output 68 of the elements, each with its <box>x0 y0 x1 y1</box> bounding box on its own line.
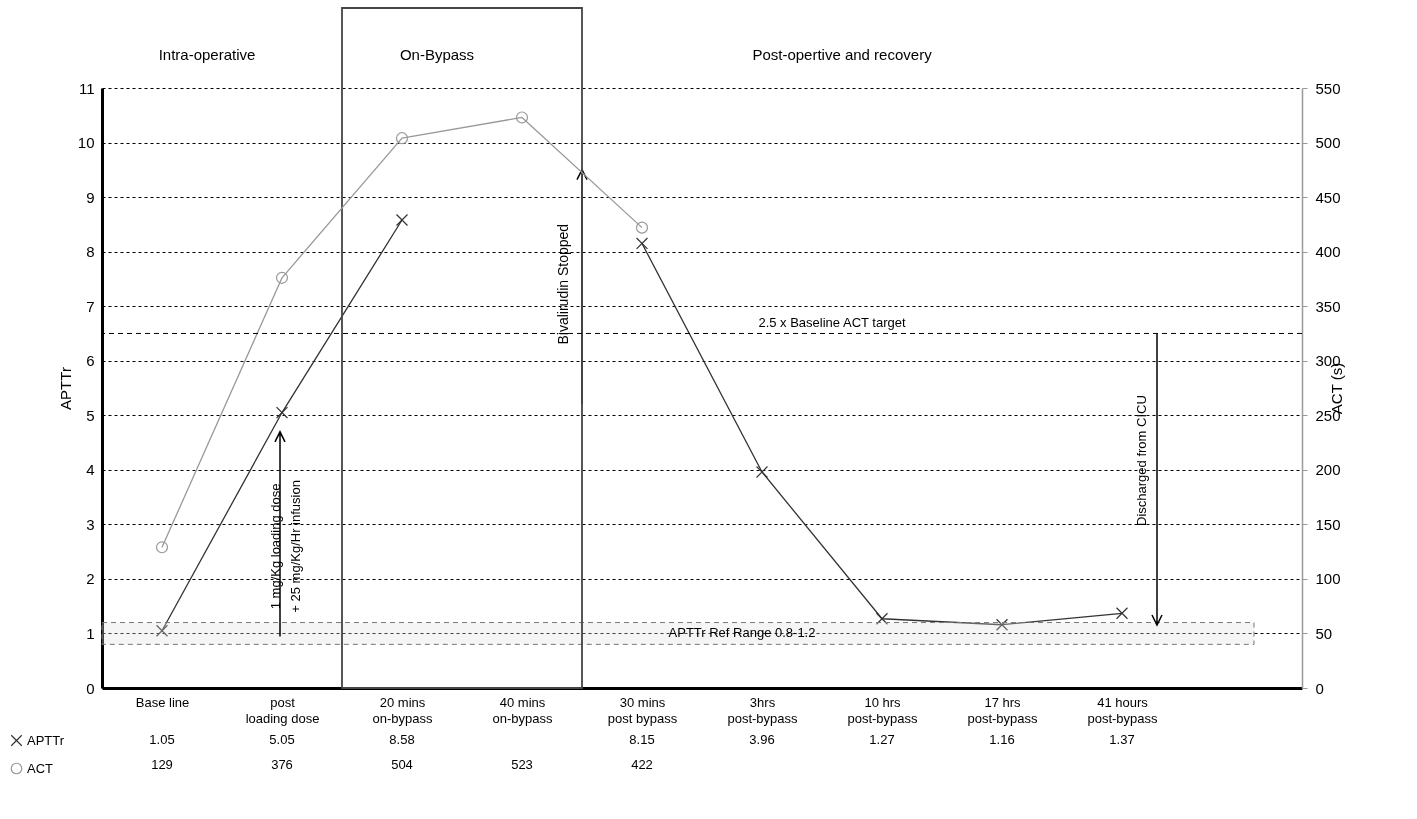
data-label: 422 <box>631 756 653 772</box>
y-tick-label: 5 <box>86 406 95 424</box>
point <box>1115 607 1129 620</box>
y-tick-label: 10 <box>77 134 95 152</box>
x-tick-label: post loading dose <box>245 694 320 726</box>
annotation: 1 mg/Kg loading dose + 25 mg/Kg/Hr infusion <box>268 480 303 613</box>
y2-tick-label: 350 <box>1315 297 1341 315</box>
ref-line-label: 2.5 x Baseline ACT target <box>758 315 906 331</box>
legend-label: APTTr <box>27 732 65 748</box>
x-tick-label: 40 mins on-bypass <box>492 694 553 726</box>
point <box>635 237 649 250</box>
data-label: 523 <box>511 756 533 772</box>
annotation: Bivalirudin Stopped <box>555 223 571 345</box>
y-tick-label: 1 <box>86 624 95 642</box>
text: Intra-operative <box>158 46 256 63</box>
point <box>875 612 889 625</box>
data-label: 8.58 <box>389 731 415 747</box>
y2-tick-label: 500 <box>1315 134 1341 152</box>
point <box>275 406 289 419</box>
y-tick-label: 7 <box>86 297 95 315</box>
x-tick-label: Base line <box>135 694 190 710</box>
x-tick-label: 30 mins post bypass <box>607 694 678 726</box>
x-tick-label: 17 hrs post-bypass <box>967 694 1039 726</box>
y-tick-label: 4 <box>86 461 95 479</box>
y2-tick-label: 50 <box>1315 624 1333 642</box>
x-tick-label: 20 mins on-bypass <box>372 694 433 726</box>
y2-tick-label: 450 <box>1315 188 1341 206</box>
point <box>995 618 1009 631</box>
text: Post-opertive and recovery <box>752 46 933 63</box>
x-tick-label: 41 hours post-bypass <box>1087 694 1159 726</box>
data-label: 1.27 <box>869 731 895 747</box>
point <box>515 111 529 124</box>
y2-tick-label: 400 <box>1315 243 1341 261</box>
annotation: Discharged from CICU <box>1134 395 1149 526</box>
y-tick-label: 3 <box>86 515 95 533</box>
y-tick-label: 8 <box>86 243 95 261</box>
y2-tick-label: 200 <box>1315 461 1341 479</box>
y2-tick-label: 0 <box>1315 679 1324 697</box>
data-label: 504 <box>391 756 413 772</box>
y-tick-label: 2 <box>86 570 95 588</box>
data-label: 8.15 <box>629 731 655 747</box>
y-axis-title: APTTr <box>56 367 74 410</box>
point <box>155 624 169 637</box>
y-tick-label: 6 <box>86 352 95 370</box>
y2-tick-label: 550 <box>1315 79 1341 97</box>
data-label: 1.05 <box>149 731 175 747</box>
y2-tick-label: 100 <box>1315 570 1341 588</box>
x-tick-label: 10 hrs post-bypass <box>847 694 919 726</box>
point <box>275 271 289 284</box>
x-tick-label: 3hrs post-bypass <box>727 694 799 726</box>
data-label: 3.96 <box>749 731 775 747</box>
data-label: 129 <box>151 756 173 772</box>
point <box>395 132 409 145</box>
data-label: 1.16 <box>989 731 1015 747</box>
point <box>155 541 169 554</box>
y-tick-label: 0 <box>86 679 95 697</box>
point <box>635 221 649 234</box>
y-tick-label: 9 <box>86 188 95 206</box>
y-tick-label: 11 <box>78 79 95 97</box>
text: On-Bypass <box>399 46 475 63</box>
point <box>395 213 409 227</box>
data-label: 376 <box>271 756 293 772</box>
data-label: 1.37 <box>1109 731 1135 747</box>
legend-label: ACT <box>27 760 54 776</box>
band-label: APTTr Ref Range 0.8-1.2 <box>668 625 816 641</box>
y2-tick-label: 150 <box>1315 515 1341 533</box>
point <box>755 465 769 479</box>
data-label: 5.05 <box>269 731 295 747</box>
